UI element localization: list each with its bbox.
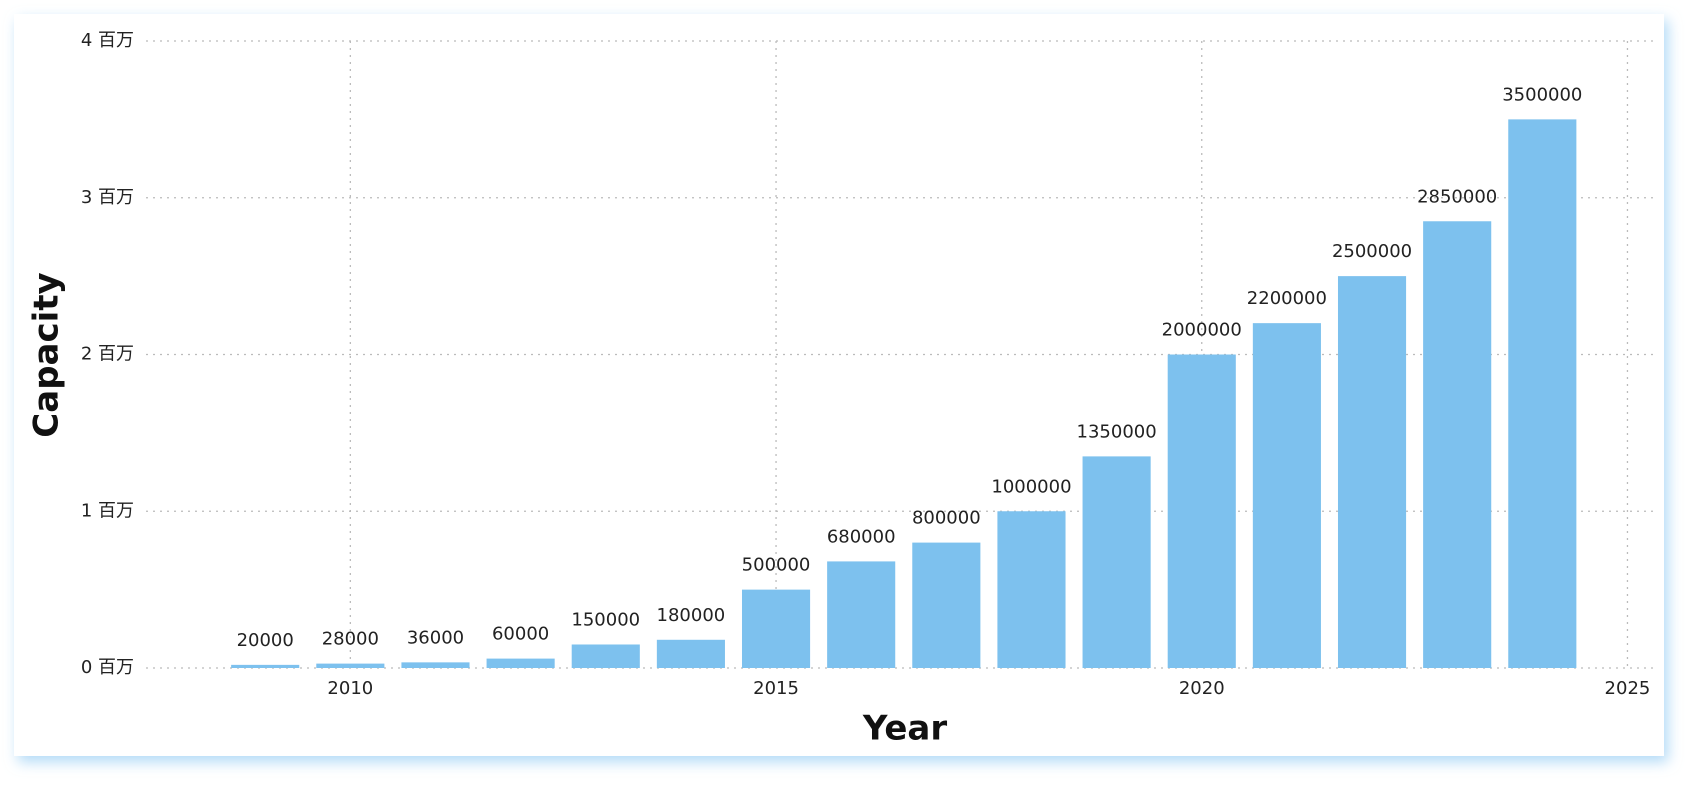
- bar: [741, 589, 811, 668]
- bar: [1082, 456, 1151, 668]
- x-axis-title: Year: [862, 709, 948, 749]
- data-label: 3500000: [1502, 84, 1582, 105]
- bar: [656, 639, 725, 668]
- bar: [997, 511, 1066, 668]
- bar: [827, 561, 896, 668]
- bar: [486, 658, 555, 668]
- x-tick-label: 2025: [1605, 678, 1651, 699]
- data-label: 500000: [742, 555, 811, 576]
- y-tick-label: 3 百万: [81, 187, 134, 208]
- data-label: 680000: [827, 526, 896, 547]
- bar: [316, 663, 385, 668]
- data-label: 180000: [657, 605, 726, 626]
- bar: [1167, 354, 1236, 668]
- x-tick-label: 2015: [753, 678, 799, 699]
- y-tick-label: 2 百万: [81, 344, 134, 365]
- bar: [571, 644, 640, 668]
- x-tick-label: 2010: [327, 678, 373, 699]
- data-label: 2500000: [1332, 241, 1412, 262]
- y-axis-title: Capacity: [27, 272, 67, 437]
- data-label: 28000: [322, 629, 379, 650]
- data-label: 20000: [237, 630, 294, 651]
- data-label: 2000000: [1162, 320, 1242, 341]
- data-label: 800000: [912, 508, 981, 529]
- bar: [401, 662, 470, 668]
- bar: [1423, 221, 1492, 668]
- data-label: 150000: [571, 609, 640, 630]
- y-tick-label: 0 百万: [81, 657, 134, 678]
- x-tick-label: 2020: [1179, 678, 1225, 699]
- y-tick-label: 1 百万: [81, 500, 134, 521]
- data-label: 1350000: [1077, 421, 1157, 442]
- data-label: 60000: [492, 624, 549, 645]
- data-label: 36000: [407, 627, 464, 648]
- bar: [231, 664, 300, 668]
- bar: [912, 542, 981, 668]
- data-label: 2850000: [1417, 186, 1497, 207]
- bar: [1337, 276, 1407, 668]
- bar: [1508, 119, 1577, 668]
- data-label: 1000000: [991, 476, 1071, 497]
- bar: [1252, 323, 1321, 668]
- y-tick-label: 4 百万: [81, 30, 134, 51]
- data-label: 2200000: [1247, 288, 1327, 309]
